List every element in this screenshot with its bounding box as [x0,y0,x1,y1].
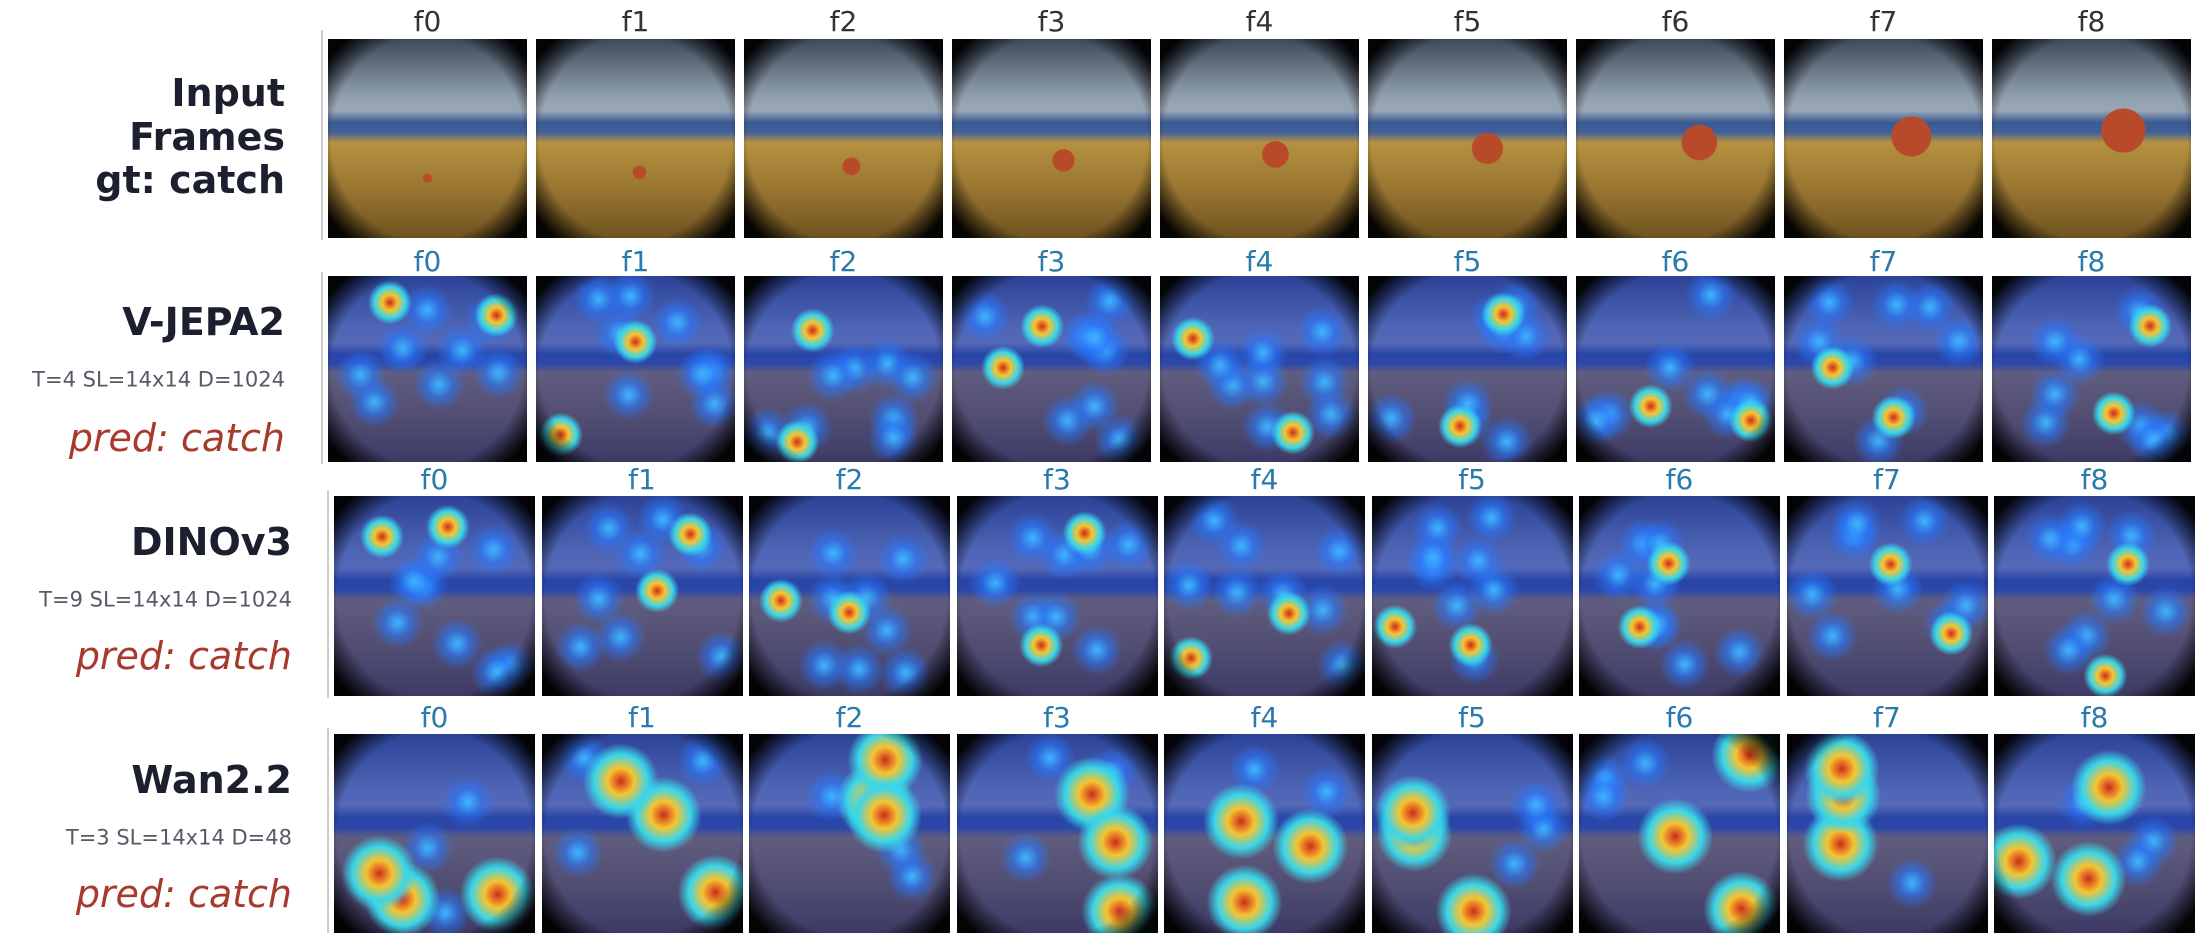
attention-heatmap [744,276,943,462]
frame-label: f8 [2080,463,2109,496]
attention-heatmap [956,496,1158,696]
attention-heatmap [952,276,1151,462]
attention-heatmap [334,496,535,696]
attention-heatmap [1994,734,2195,933]
input-frame [1368,39,1567,238]
frame-label: f1 [621,245,650,278]
attention-heatmap [1164,496,1365,696]
attention-heatmap [1992,276,2191,462]
model-name: DINOv3 [131,520,292,564]
frame-label: f7 [1869,245,1898,278]
frame-label: f5 [1453,245,1482,278]
input-frame [536,39,735,238]
frame-label: f4 [1250,701,1279,734]
frame-label: f4 [1250,463,1279,496]
attention-heatmap [749,496,950,696]
attention-heatmap [328,276,527,462]
model-config: T=4 SL=14x14 D=1024 [32,367,285,392]
prediction: pred: catch [75,872,292,916]
input-frame [744,39,943,238]
attention-heatmap [1994,496,2195,696]
model-config: T=9 SL=14x14 D=1024 [39,587,292,612]
attention-heatmap [536,276,735,462]
input-frame [1576,39,1775,238]
input-frame [1160,39,1359,238]
separator [321,272,323,464]
frame-label: f0 [413,5,442,38]
frame-label: f6 [1661,245,1690,278]
attention-heatmap [956,734,1158,933]
frame-label: f0 [420,701,449,734]
model-name: Wan2.2 [131,758,292,802]
frame-label: f6 [1665,463,1694,496]
separator [321,30,323,240]
frame-label: f1 [628,701,656,734]
frame-label: f1 [621,5,650,38]
frame-label: f6 [1665,701,1694,734]
input-frame [1992,39,2191,238]
attention-heatmap [1579,734,1780,933]
attention-heatmap [1786,734,1988,933]
attention-heatmap [1784,276,1983,462]
separator [327,490,329,698]
frame-label: f1 [628,463,656,496]
frame-label: f2 [835,463,864,496]
attention-heatmap [1371,734,1573,933]
frame-label: f7 [1869,5,1898,38]
frame-label: f4 [1245,5,1274,38]
input-frame [328,39,527,238]
frame-label: f8 [2080,701,2109,734]
attention-heatmap [749,734,950,933]
model-name: V-JEPA2 [122,300,285,344]
prediction: pred: catch [75,634,292,678]
input-frame [1784,39,1983,238]
frame-label: f5 [1458,463,1486,496]
attention-heatmap [1160,276,1359,462]
frame-label: f4 [1245,245,1274,278]
frame-label: f5 [1458,701,1486,734]
frame-label: f7 [1873,463,1901,496]
frame-label: f0 [420,463,449,496]
prediction: pred: catch [68,416,285,460]
frame-label: f6 [1661,5,1690,38]
attention-heatmap [1579,496,1780,696]
frame-label: f3 [1037,5,1066,38]
frame-label: f3 [1037,245,1066,278]
row-label: gt: catch [95,158,285,202]
frame-label: f5 [1453,5,1482,38]
row-label: Frames [129,115,285,159]
attention-heatmap [541,496,743,696]
attention-heatmap [541,734,743,933]
frame-label: f0 [413,245,442,278]
frame-label: f3 [1043,701,1071,734]
frame-label: f2 [829,245,858,278]
frame-label: f7 [1873,701,1901,734]
separator [327,728,329,933]
attention-heatmap [334,734,535,933]
attention-heatmap [1576,276,1775,462]
frame-label: f8 [2077,5,2106,38]
row-label: Input [171,71,285,115]
attention-heatmap [1371,496,1573,696]
attention-heatmap [1164,734,1365,933]
frame-label: f2 [835,701,864,734]
frame-label: f3 [1043,463,1071,496]
input-frame [952,39,1151,238]
attention-heatmap [1368,276,1567,462]
frame-label: f8 [2077,245,2106,278]
frame-label: f2 [829,5,858,38]
model-config: T=3 SL=14x14 D=48 [65,825,292,850]
attention-heatmap [1786,496,1988,696]
